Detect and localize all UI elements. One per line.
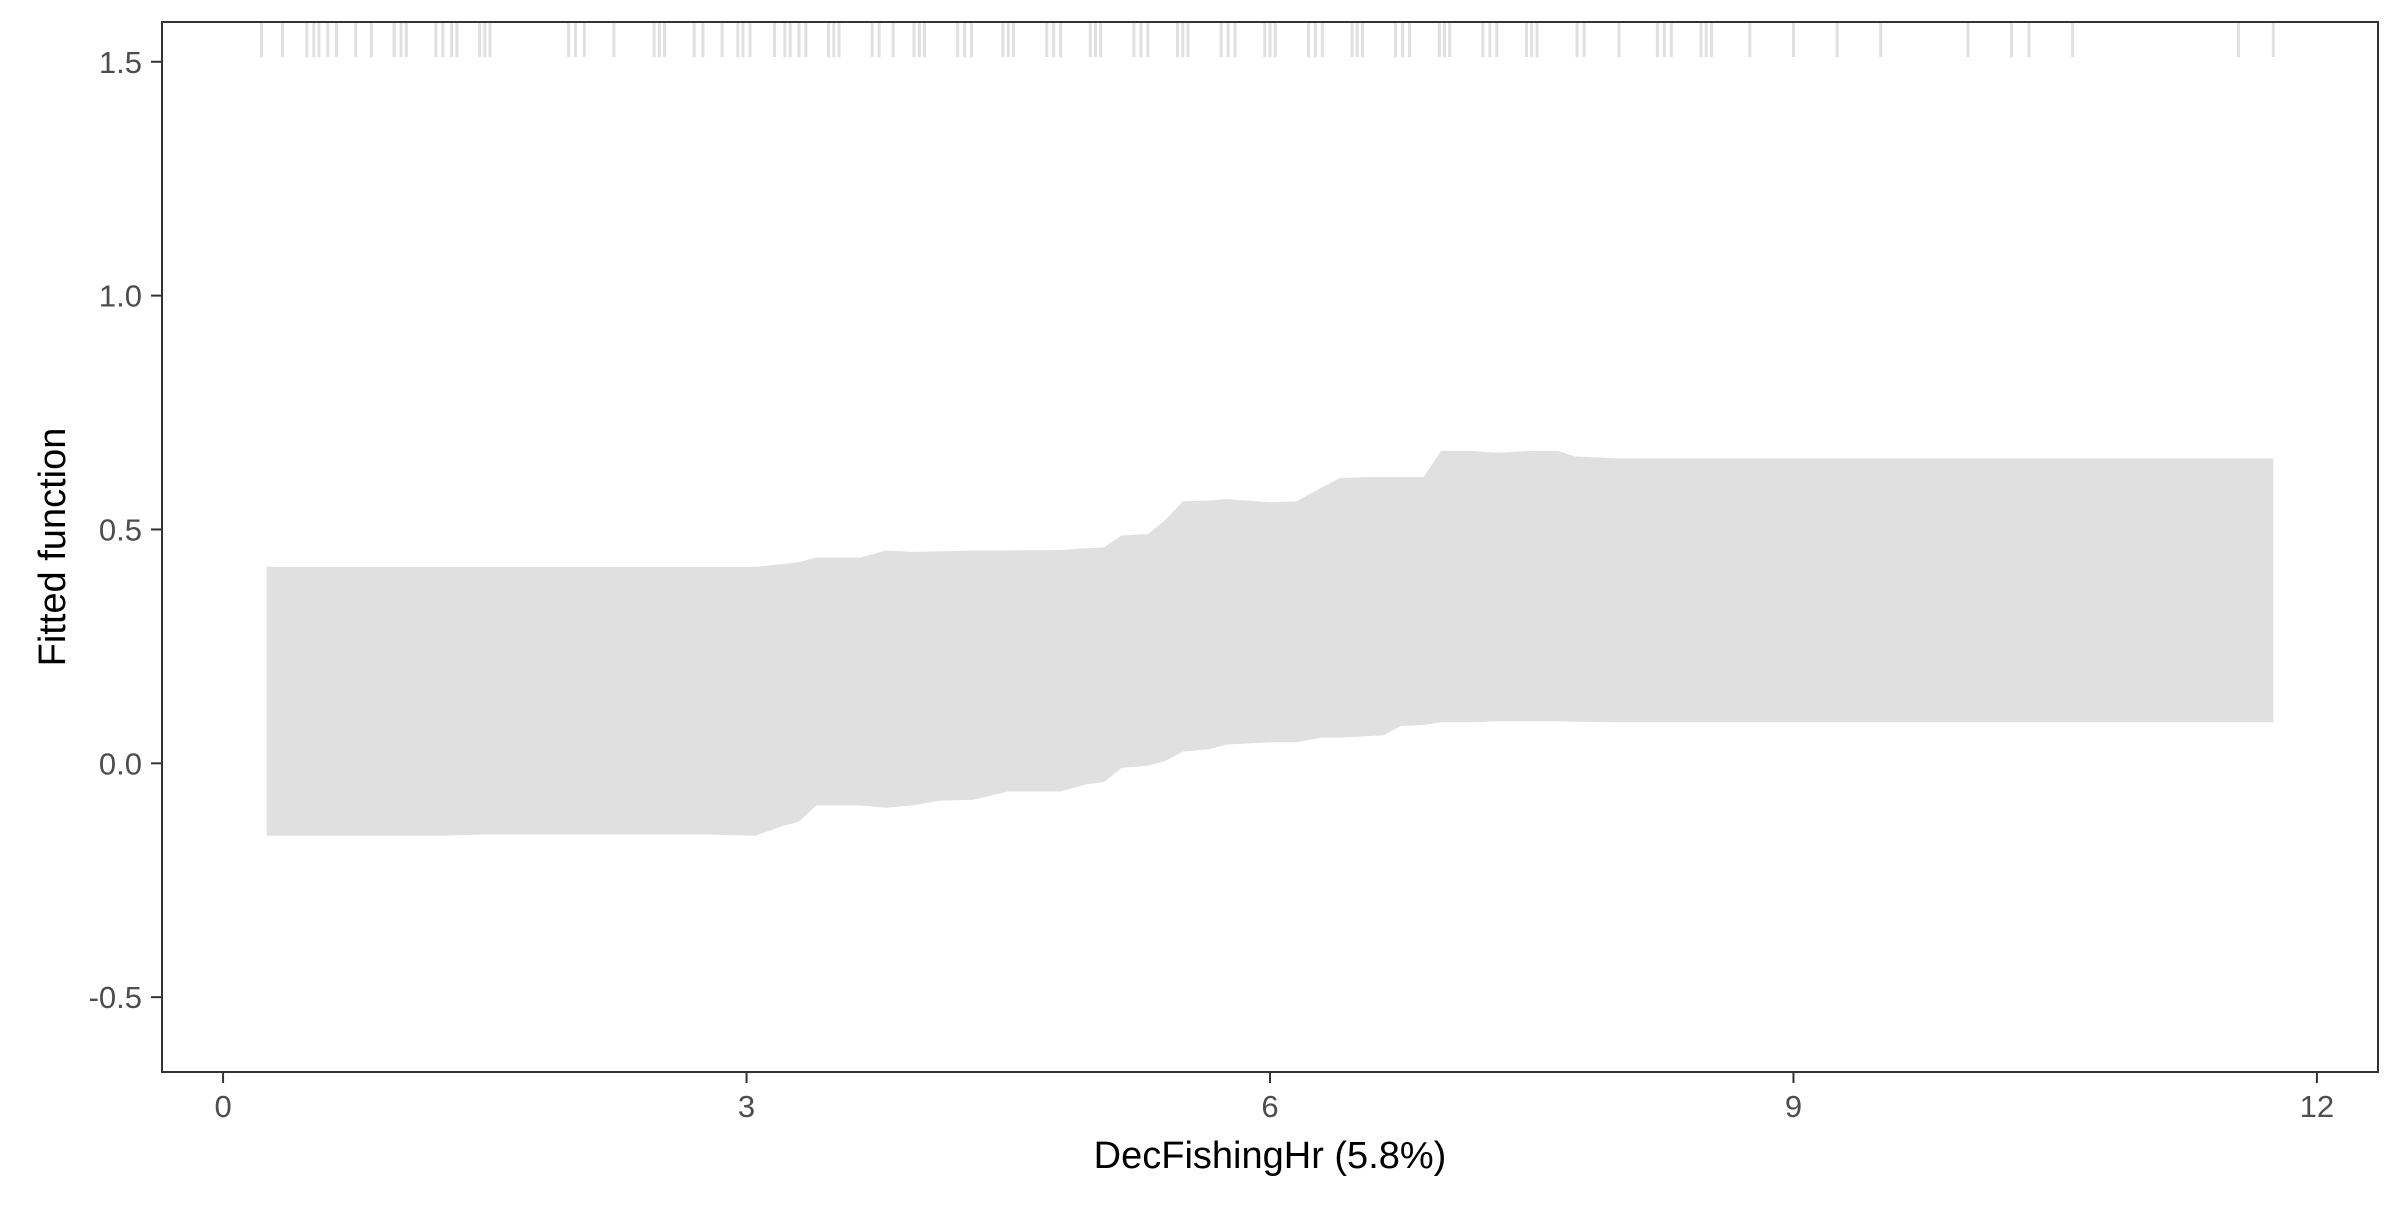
y-tick-label: 1.0 [99, 279, 142, 314]
y-tick-label: 0.0 [99, 746, 142, 781]
x-tick-label: 6 [1261, 1089, 1278, 1124]
confidence-band [266, 450, 2274, 836]
y-tick-label: 1.5 [99, 45, 142, 80]
y-tick-label: -0.5 [89, 980, 142, 1015]
band-layer [266, 450, 2274, 836]
rug-layer [260, 22, 2275, 58]
x-tick-label: 9 [1785, 1089, 1802, 1124]
x-tick-label: 0 [214, 1089, 231, 1124]
x-axis-title: DecFishingHr (5.8%) [1094, 1135, 1447, 1177]
x-tick-label: 12 [2300, 1089, 2334, 1124]
y-axis-title: Fitted function [32, 428, 74, 667]
y-axis: -0.5 0.0 0.5 1.0 1.5 [89, 45, 162, 1015]
y-tick-label: 0.5 [99, 512, 142, 547]
x-axis: 0 3 6 9 12 [214, 1072, 2334, 1124]
x-tick-label: 3 [738, 1089, 755, 1124]
